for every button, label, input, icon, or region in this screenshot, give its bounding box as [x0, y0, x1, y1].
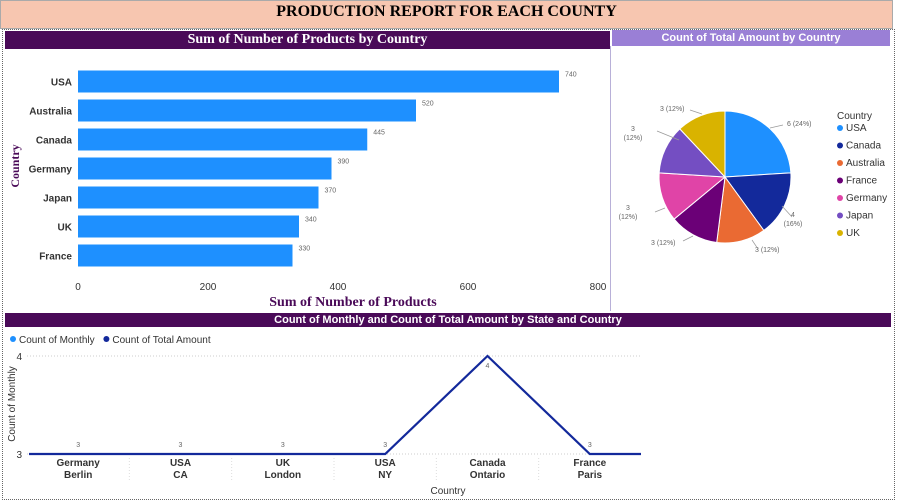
pie-chart-title: Count of Total Amount by Country — [612, 30, 890, 46]
pie-legend-label: France — [846, 176, 878, 187]
line-data-label: 4 — [486, 363, 490, 370]
pie-legend-swatch — [837, 230, 843, 236]
line-legend-label: Count of Total Amount — [112, 335, 210, 346]
x-category-state: NY — [378, 470, 392, 481]
line-chart-title: Count of Monthly and Count of Total Amou… — [5, 313, 891, 327]
pie-data-label-pct: (12%) — [624, 135, 643, 142]
x-category-state: CA — [173, 470, 187, 481]
bar-data-label: 520 — [422, 101, 434, 108]
bar — [78, 128, 368, 151]
bar-data-label: 370 — [325, 188, 337, 195]
y-tick-label: 3 — [16, 450, 22, 461]
pie-slice — [679, 110, 726, 179]
pie-leader-line — [781, 205, 793, 218]
bar-category-label: USA — [51, 78, 72, 89]
pie-legend-label: Canada — [846, 141, 881, 152]
pie-data-label-pct: (12%) — [619, 214, 638, 221]
bar — [78, 99, 416, 122]
x-category-state: London — [265, 470, 302, 481]
x-category-state: Paris — [578, 470, 603, 481]
pie-legend-swatch — [837, 125, 843, 131]
pie-legend-swatch — [837, 195, 843, 201]
panel-divider — [610, 46, 611, 311]
pie-legend-swatch — [837, 177, 843, 184]
line-series — [29, 354, 641, 456]
pie-data-label: 3 (12%) — [651, 240, 676, 247]
bar — [78, 186, 319, 209]
line-data-label: 3 — [281, 442, 285, 449]
pie-legend-label: Germany — [846, 193, 887, 204]
bar — [78, 244, 293, 267]
pie-legend-swatch — [837, 212, 843, 219]
line-data-label: 3 — [588, 442, 592, 449]
bar-data-label: 340 — [305, 217, 317, 224]
pie-leader-line — [751, 239, 759, 250]
bar-category-label: France — [39, 252, 72, 263]
bar — [78, 157, 332, 180]
bar-data-label: 390 — [338, 159, 350, 166]
pie-leader-line — [689, 109, 703, 115]
x-category-state: Berlin — [64, 470, 92, 481]
line-data-label: 3 — [179, 442, 183, 449]
y-axis-title: Country — [8, 144, 22, 187]
pie-leader-line — [656, 130, 680, 141]
pie-leader-line — [682, 235, 694, 242]
x-tick-label: 600 — [460, 282, 477, 293]
bar-category-label: Germany — [29, 165, 73, 176]
pie-slice — [724, 172, 792, 232]
bar-category-label: UK — [58, 223, 73, 234]
pie-data-label: 3 — [626, 205, 630, 212]
line-legend-swatch — [103, 336, 110, 342]
pie-leader-line — [769, 124, 784, 129]
pie-data-label: 6 (24%) — [787, 121, 812, 128]
x-tick-label: 400 — [330, 282, 347, 293]
x-category-country: Canada — [469, 458, 506, 469]
x-tick-label: 200 — [200, 282, 217, 293]
x-category-country: USA — [170, 458, 191, 469]
x-category-state: Ontario — [470, 470, 506, 481]
x-tick-label: 800 — [590, 282, 607, 293]
bar-data-label: 330 — [299, 246, 311, 253]
bar — [78, 215, 299, 238]
pie-legend-swatch — [837, 142, 843, 149]
line-y-axis-title: Count of Monthly — [7, 366, 18, 442]
pie-slice — [724, 110, 792, 178]
pie-data-label: 4 — [791, 212, 795, 219]
bar-category-label: Japan — [43, 194, 72, 205]
pie-data-label: 3 (12%) — [660, 106, 685, 113]
line-data-label: 3 — [383, 442, 387, 449]
bar-category-label: Australia — [29, 107, 72, 118]
line-x-axis-title: Country — [430, 486, 465, 497]
pie-legend-label: UK — [846, 228, 860, 239]
bar-data-label: 445 — [373, 130, 385, 137]
bar — [78, 70, 559, 93]
line-data-label: 3 — [76, 442, 80, 449]
x-tick-label: 0 — [75, 282, 81, 293]
x-category-country: UK — [276, 458, 291, 469]
pie-legend-title: Country — [837, 111, 872, 122]
y-tick-label: 4 — [16, 352, 22, 363]
pie-data-label: 3 — [631, 126, 635, 133]
bar-data-label: 740 — [565, 72, 577, 79]
pie-legend-label: USA — [846, 123, 867, 134]
x-axis-title: Sum of Number of Products — [269, 295, 437, 310]
pie-data-label: 3 (12%) — [755, 247, 780, 254]
x-category-country: France — [573, 458, 606, 469]
report-frame — [2, 29, 895, 500]
pie-legend-label: Japan — [846, 211, 873, 222]
pie-leader-line — [654, 207, 666, 213]
pie-legend-swatch — [837, 160, 843, 166]
line-legend-label: Count of Monthly — [19, 335, 95, 346]
x-category-country: Germany — [56, 458, 100, 469]
bar-category-label: Canada — [36, 136, 73, 147]
pie-data-label-pct: (16%) — [784, 221, 803, 228]
x-category-country: USA — [375, 458, 396, 469]
bar-chart-title: Sum of Number of Products by Country — [5, 31, 610, 49]
line-legend-swatch — [10, 336, 16, 342]
pie-legend-label: Australia — [846, 158, 885, 169]
report-title: PRODUCTION REPORT FOR EACH COUNTY — [0, 0, 893, 29]
